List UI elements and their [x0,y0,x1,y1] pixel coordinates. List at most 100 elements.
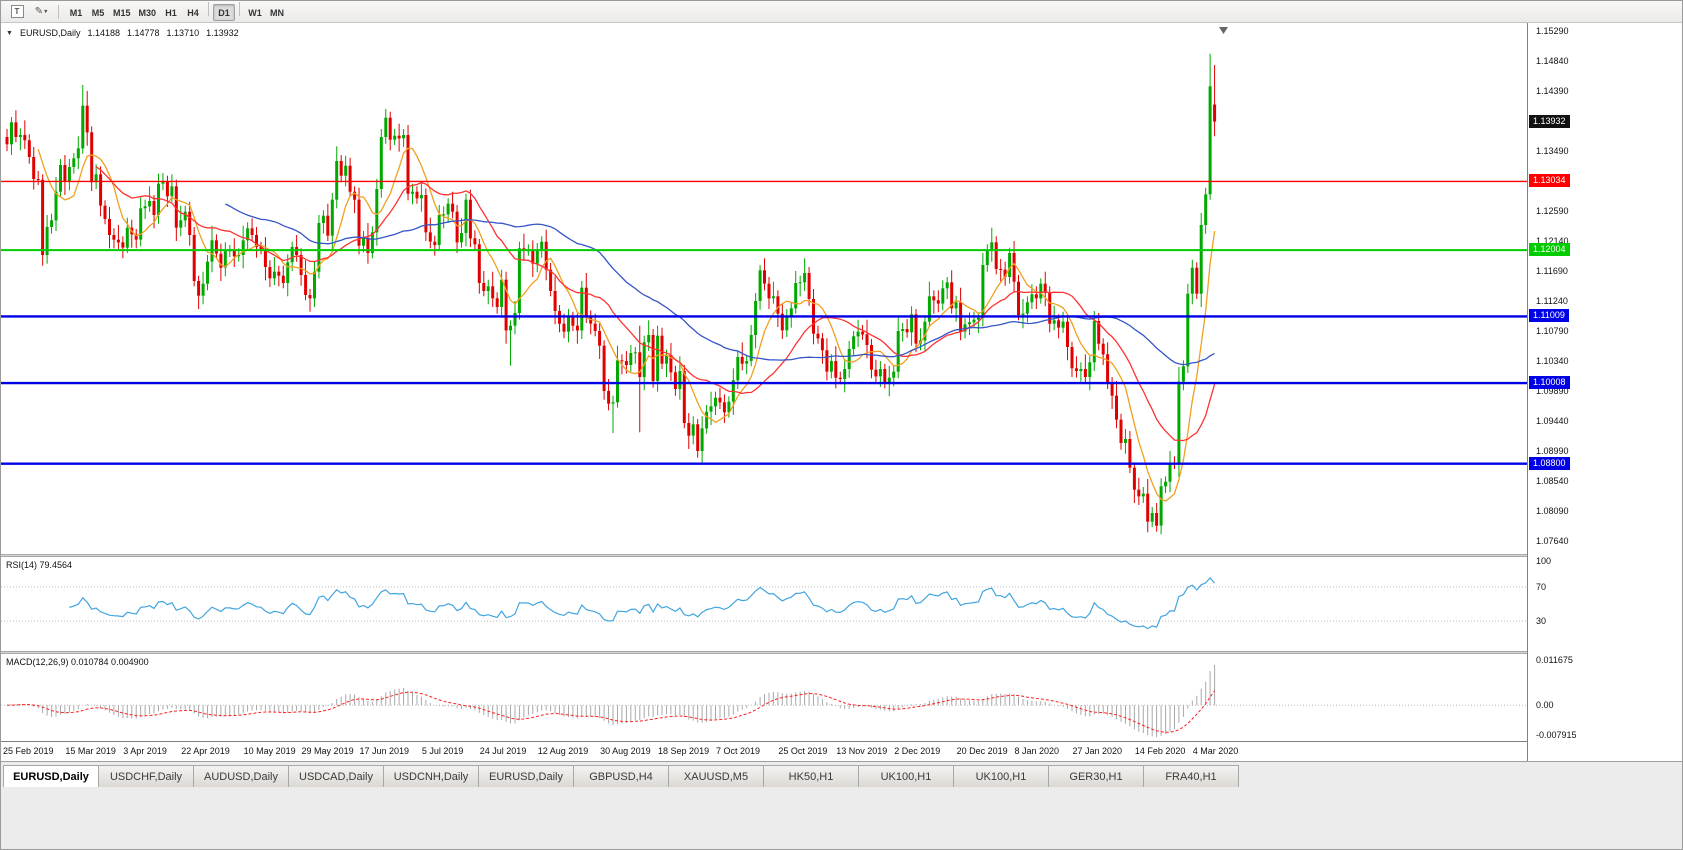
date-tick-label: 7 Oct 2019 [715,746,760,756]
price-tick-label: 0.00 [1536,700,1554,711]
date-tick-label: 29 May 2019 [301,746,354,756]
chart-tab-3[interactable]: USDCAD,Daily [288,765,384,787]
drawing-tools-icon[interactable]: ✎ ▾ [30,3,52,20]
chart-tab-7[interactable]: XAUUSD,M5 [668,765,764,787]
collapse-arrow-icon[interactable]: ▼ [6,29,13,37]
chart-tab-0[interactable]: EURUSD,Daily [3,765,99,787]
chart-tab-bar: EURUSD,Daily USDCHF,Daily AUDUSD,Daily USDC… [1,765,1682,787]
chart-shift-marker[interactable] [1219,27,1228,34]
chart-tab-4[interactable]: USDCNH,Daily [383,765,479,787]
price-chart-panel[interactable]: ▼ EURUSD,Daily 1.14188 1.14778 1.13710 1… [1,23,1527,554]
timeframe-button-group: M1 M5 M15 M30 H1 H4 D1 W1 MN [65,1,288,22]
ma-50-line [225,203,1215,366]
date-tick-label: 20 Dec 2019 [956,746,1008,756]
price-tick-label: 1.08540 [1536,476,1569,486]
price-tick-label: 1.08090 [1536,506,1569,516]
price-tick-label: 70 [1536,581,1547,592]
price-tick-label: 1.12140 [1536,236,1569,246]
price-tick-label: 1.10790 [1536,326,1569,336]
status-bar [1,787,1682,849]
chart-tab-1[interactable]: USDCHF,Daily [98,765,194,787]
macd-signal-line [6,690,1216,733]
toolbar: T ✎ ▾ M1 M5 M15 M30 H1 H4 D1 W1 MN [1,1,1682,23]
date-tick-label: 10 May 2019 [243,746,296,756]
rsi-indicator-panel[interactable]: RSI(14) 79.4564 [1,557,1527,651]
price-tick-label: 1.15290 [1536,26,1569,36]
macd-histogram [11,664,1216,738]
price-tick-label: 30 [1536,616,1547,627]
chart-tab-12[interactable]: FRA40,H1 [1143,765,1239,787]
price-tick-label: 1.09890 [1536,386,1569,396]
date-tick-label: 14 Feb 2020 [1134,746,1186,756]
chevron-down-icon: ▾ [44,9,48,15]
chart-tab-6[interactable]: GBPUSD,H4 [573,765,669,787]
date-tick-label: 27 Jan 2020 [1072,746,1122,756]
chart-tab-11[interactable]: GER30,H1 [1048,765,1144,787]
templates-icon[interactable]: T [6,3,28,20]
price-tick-label: 1.08990 [1536,446,1569,456]
current-price-tag: 1.13932 [1529,114,1570,128]
date-tick-label: 25 Feb 2019 [3,746,54,756]
price-tick-label: 1.09440 [1536,416,1569,426]
macd-indicator-panel[interactable]: MACD(12,26,9) 0.010784 0.004900 [1,654,1527,741]
date-tick-label: 2 Dec 2019 [894,746,941,756]
chart-tab-9[interactable]: UK100,H1 [858,765,954,787]
timeframe-button-m15[interactable]: M15 [109,4,135,21]
price-tick-label: 1.13490 [1536,146,1569,156]
moving-average-lines [37,147,1216,502]
date-tick-label: 15 Mar 2019 [65,746,116,756]
templates-icon-glyph: T [10,5,24,18]
date-tick-label: 3 Apr 2019 [123,746,167,756]
low-value: 1.13710 [166,28,200,38]
date-tick-label: 30 Aug 2019 [600,746,651,756]
chart-tab-8[interactable]: HK50,H1 [763,765,859,787]
toolbar-separator [239,1,241,16]
high-value: 1.14778 [127,28,160,38]
macd-canvas[interactable] [1,654,1527,741]
ma-21-line [95,166,1216,442]
price-tick-label: 1.14390 [1536,86,1569,96]
date-tick-label: 5 Jul 2019 [421,746,464,756]
chart-tab-10[interactable]: UK100,H1 [953,765,1049,787]
panel-splitter[interactable] [1,554,1682,557]
price-tag-1.12004: 1.12004 [1529,243,1570,257]
price-tag-1.10008: 1.10008 [1529,376,1570,390]
panel-splitter[interactable] [1,651,1682,654]
close-value: 1.13932 [206,28,239,38]
timeframe-button-h1[interactable]: H1 [160,4,182,21]
price-tick-label: -0.007915 [1536,730,1577,740]
chart-tab-2[interactable]: AUDUSD,Daily [193,765,289,787]
price-axis[interactable]: 1.152901.148401.143901.139401.134901.130… [1527,23,1682,761]
timeframe-button-mn[interactable]: MN [266,4,288,21]
date-tick-label: 8 Jan 2020 [1014,746,1060,756]
open-value: 1.14188 [87,28,120,38]
rsi-line [69,576,1216,630]
price-tag-1.11009: 1.11009 [1529,309,1569,323]
timeframe-button-m5[interactable]: M5 [87,4,109,21]
chart-tab-5[interactable]: EURUSD,Daily [478,765,574,787]
date-tick-label: 13 Nov 2019 [836,746,888,756]
timeframe-button-m30[interactable]: M30 [135,4,161,21]
time-axis[interactable]: 25 Feb 2019 15 Mar 2019 3 Apr 2019 22 Apr 2… [1,741,1527,762]
price-chart-canvas[interactable] [1,23,1527,554]
rsi-canvas[interactable] [1,557,1527,651]
symbol-timeframe-label: EURUSD,Daily [19,28,81,38]
date-tick-label: 24 Jul 2019 [479,746,527,756]
date-tick-label: 18 Sep 2019 [658,746,710,756]
price-tag-1.08800: 1.08800 [1529,456,1570,470]
price-tick-label: 0.011675 [1536,655,1573,665]
timeframe-button-h4[interactable]: H4 [182,4,204,21]
price-tag-1.13034: 1.13034 [1529,174,1570,188]
price-tick-label: 1.11240 [1536,296,1568,306]
price-tick-label: 1.11690 [1536,266,1568,276]
price-tick-label: 100 [1536,556,1552,567]
rsi-label: RSI(14) 79.4564 [6,560,73,570]
timeframe-button-m1[interactable]: M1 [65,4,87,21]
timeframe-button-d1[interactable]: D1 [213,4,236,22]
timeframe-button-w1[interactable]: W1 [244,4,266,21]
toolbar-separator [208,1,210,16]
macd-label: MACD(12,26,9) 0.010784 0.004900 [6,657,149,667]
price-tick-label: 1.10340 [1536,356,1569,366]
ma-8-line [37,147,1216,502]
